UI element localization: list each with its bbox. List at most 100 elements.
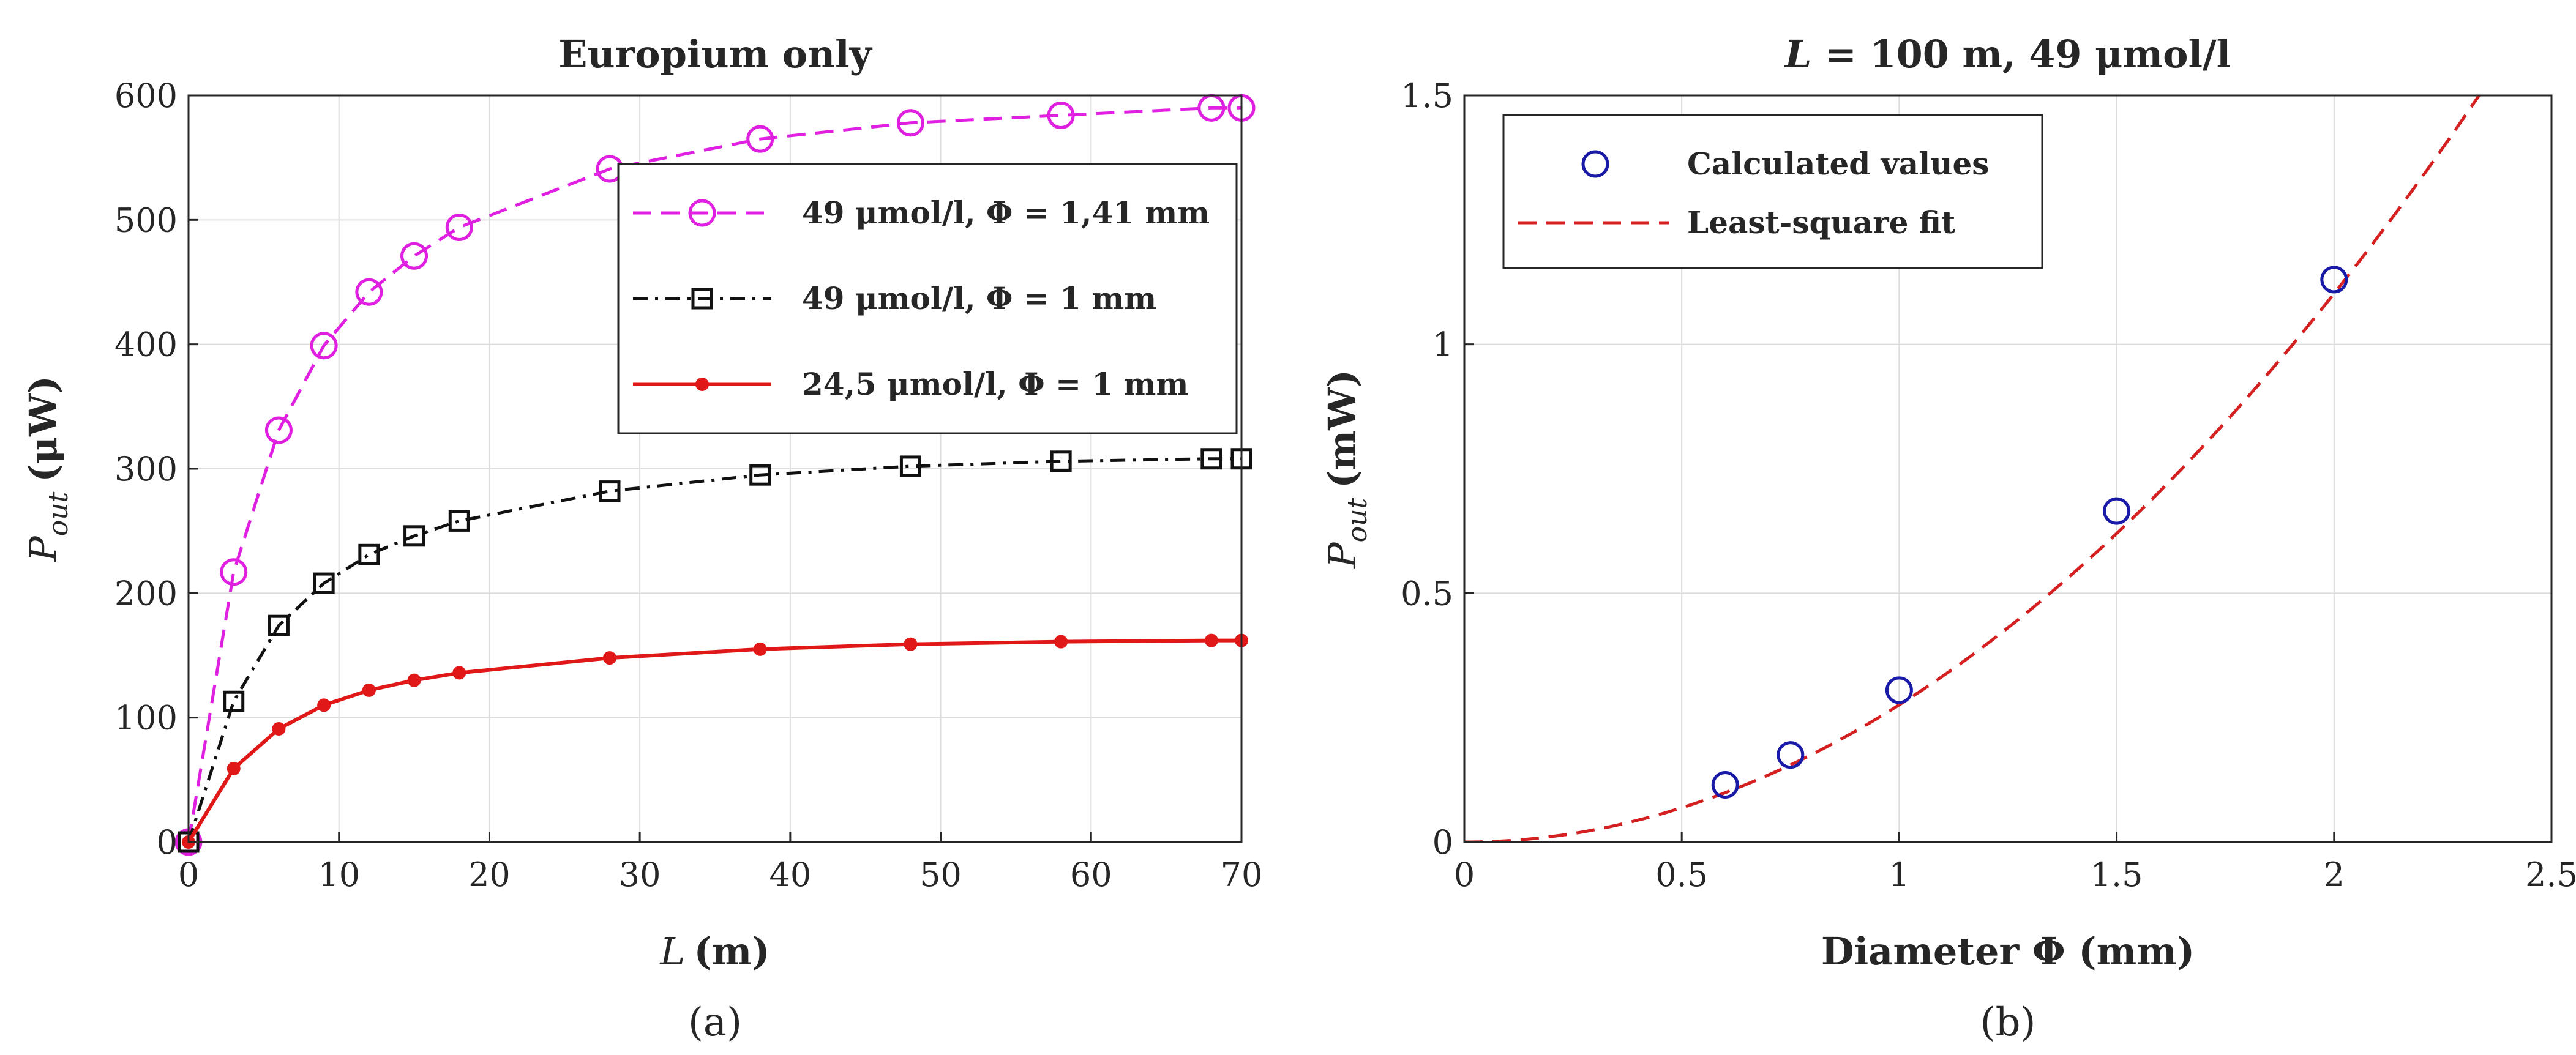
x-tick-label: 10 <box>318 856 360 894</box>
data-point-0 <box>220 558 248 586</box>
data-point-1 <box>223 690 245 712</box>
y-tick-label: 1 <box>1432 326 1453 364</box>
y-tick-label: 600 <box>114 76 178 115</box>
x-tick-label: 2.5 <box>2525 856 2576 894</box>
y-tick-label: 0.5 <box>1401 574 1453 613</box>
x-tick-label: 0.5 <box>1655 856 1708 894</box>
data-point-1 <box>268 614 290 636</box>
data-point-2 <box>603 651 616 665</box>
panel-b-tick-labels: 0 0.5 1 1.5 2 2.5 0 0.5 1 1.5 <box>1401 76 2576 894</box>
x-tick-label: 40 <box>769 856 811 894</box>
legend-box <box>1502 114 2043 269</box>
data-point-1 <box>1200 448 1222 470</box>
panel-a-legend: 49 μmol/l, Φ = 1,41 mm 49 μmol/l, Φ = 1 m… <box>617 163 1238 434</box>
panel-a-chart: 0 10 20 30 40 50 60 70 0 100 200 300 400 500 600 Europ… <box>21 32 1262 1045</box>
data-point-1 <box>313 572 335 594</box>
legend-marker-1 <box>691 288 713 310</box>
panel-a-tick-labels: 0 10 20 30 40 50 60 70 0 100 200 300 400 500 600 <box>114 76 1262 894</box>
y-tick-label: 500 <box>114 201 178 239</box>
y-tick-label: 0 <box>1432 823 1453 862</box>
data-point-1 <box>403 525 425 547</box>
x-tick-label: 0 <box>1454 856 1475 894</box>
data-point-2 <box>272 721 286 736</box>
panel-a-x-axis-unit: (m) <box>694 929 769 974</box>
legend-entry-0: Calculated values <box>1687 146 1989 182</box>
x-tick-label: 0 <box>178 856 199 894</box>
legend-marker-2 <box>695 378 709 391</box>
data-point <box>1711 770 1739 799</box>
y-tick-label: 100 <box>114 699 178 737</box>
data-point-2 <box>753 642 767 656</box>
x-tick-label: 60 <box>1070 856 1112 894</box>
panel-a-title: Europium only <box>558 32 873 76</box>
data-point-1 <box>599 480 621 502</box>
y-tick-label: 400 <box>114 326 178 364</box>
x-tick-label: 50 <box>919 856 962 894</box>
y-tick-label: 300 <box>114 450 178 488</box>
x-tick-label: 1 <box>1889 856 1909 894</box>
data-point-0 <box>355 278 383 306</box>
legend-entry-1: 49 μmol/l, Φ = 1 mm <box>802 280 1156 316</box>
legend-entry-0: 49 μmol/l, Φ = 1,41 mm <box>802 195 1210 231</box>
data-point-2 <box>317 698 331 712</box>
panel-a-y-axis-var: P <box>21 535 66 562</box>
y-tick-label: 1.5 <box>1401 76 1453 115</box>
data-point <box>2320 266 2348 294</box>
data-point-0 <box>445 214 473 242</box>
data-point-2 <box>1204 633 1218 647</box>
panel-a-x-axis-var: L <box>659 929 685 974</box>
panel-b-y-axis-label: Pout (mW) <box>1320 370 1373 569</box>
data-point-0 <box>310 332 338 360</box>
data-point-0 <box>264 416 293 444</box>
panel-a-series <box>174 94 1256 856</box>
x-tick-label: 30 <box>619 856 661 894</box>
data-point-2 <box>362 683 376 697</box>
x-tick-label: 1.5 <box>2091 856 2143 894</box>
data-point-2 <box>407 673 421 687</box>
data-point-2 <box>452 666 466 680</box>
y-tick-label: 200 <box>114 574 178 613</box>
panel-a-y-axis-unit: (μW) <box>21 376 66 482</box>
x-tick-label: 20 <box>468 856 511 894</box>
panel-b-chart: 0 0.5 1 1.5 2 2.5 0 0.5 1 1.5 L = 100 m, 49 μmol/… <box>1320 32 2576 1045</box>
panel-a-y-axis-sub: out <box>43 491 74 536</box>
panel-b-axes-frame <box>1463 94 2553 843</box>
data-point-0 <box>1047 102 1075 130</box>
data-point <box>1777 741 1805 769</box>
data-point-2 <box>1054 635 1068 649</box>
legend-entry-1: Least-square fit <box>1687 204 1955 240</box>
data-point-1 <box>448 510 470 532</box>
series-line-0 <box>187 106 1241 843</box>
panel-b-legend: Calculated values Least-square fit <box>1502 114 2043 269</box>
data-point-1 <box>358 543 380 565</box>
panel-a-y-axis-label: Pout (μW) <box>21 376 74 562</box>
panel-b-title-var: L <box>1784 32 1812 76</box>
data-point <box>1885 676 1913 704</box>
data-point-0 <box>896 109 924 137</box>
panel-b-title-rest: = 100 m, 49 μmol/l <box>1811 32 2231 76</box>
panel-a-x-axis-label: L (m) <box>659 929 769 974</box>
panel-b-series <box>1464 95 2481 842</box>
series-line-1 <box>187 457 1241 843</box>
fit-curve <box>1464 95 2481 842</box>
legend-marker-0 <box>688 199 716 227</box>
data-point <box>2103 497 2131 525</box>
panel-a-label: (a) <box>688 1000 742 1045</box>
panel-b-title: L = 100 m, 49 μmol/l <box>1784 32 2231 76</box>
y-tick-label: 0 <box>157 823 178 862</box>
panel-b-y-axis-var: P <box>1320 542 1365 569</box>
panel-b-y-axis-sub: out <box>1342 498 1373 543</box>
data-point-0 <box>746 125 774 153</box>
panel-b-label: (b) <box>1980 1000 2036 1045</box>
data-point-0 <box>400 242 429 270</box>
legend-entry-2: 24,5 μmol/l, Φ = 1 mm <box>802 366 1188 402</box>
data-point-2 <box>227 762 241 776</box>
x-tick-label: 70 <box>1221 856 1263 894</box>
legend-marker-0 <box>1581 150 1609 178</box>
panel-b-y-axis-unit: (mW) <box>1320 370 1365 488</box>
data-point-1 <box>749 464 771 486</box>
data-point-1 <box>899 455 921 477</box>
data-point-2 <box>904 637 918 651</box>
panel-b-x-axis-label: Diameter Φ (mm) <box>1821 929 2195 974</box>
